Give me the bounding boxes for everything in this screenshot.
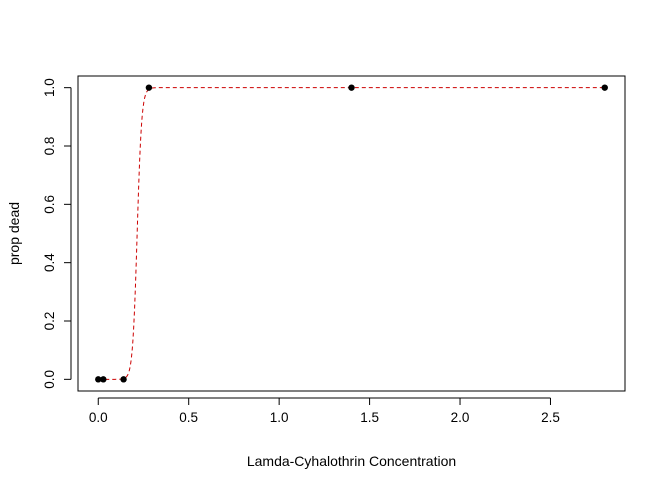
x-tick-label: 1.0 (270, 410, 289, 425)
y-axis: 0.0 0.2 0.4 0.6 0.8 1.0 (42, 78, 72, 389)
x-tick-label: 0.5 (179, 410, 198, 425)
data-point (145, 84, 153, 91)
plot-frame (77, 75, 626, 392)
y-tick-label: 0.0 (42, 370, 57, 389)
data-point (120, 376, 127, 383)
y-tick-label: 0.8 (42, 137, 57, 156)
x-tick-label: 1.5 (360, 410, 379, 425)
x-axis-label: Lamda-Cyhalothrin Concentration (247, 453, 456, 469)
x-axis: 0.0 0.5 1.0 1.5 2.0 2.5 (89, 397, 560, 425)
fitted-curve-line (98, 87, 605, 380)
y-tick-label: 0.2 (42, 312, 57, 331)
y-tick-label: 0.6 (42, 195, 57, 214)
fitted-curve (98, 87, 605, 380)
data-point (601, 84, 608, 91)
data-point (95, 376, 102, 383)
data-point (100, 376, 107, 383)
data-point (348, 84, 355, 91)
data-points (95, 84, 608, 383)
x-tick-label: 0.0 (89, 410, 108, 425)
y-tick-label: 1.0 (42, 78, 57, 97)
x-tick-label: 2.5 (541, 410, 560, 425)
x-tick-label: 2.0 (451, 410, 470, 425)
y-tick-label: 0.4 (42, 253, 57, 272)
y-axis-label: prop dead (6, 202, 22, 265)
